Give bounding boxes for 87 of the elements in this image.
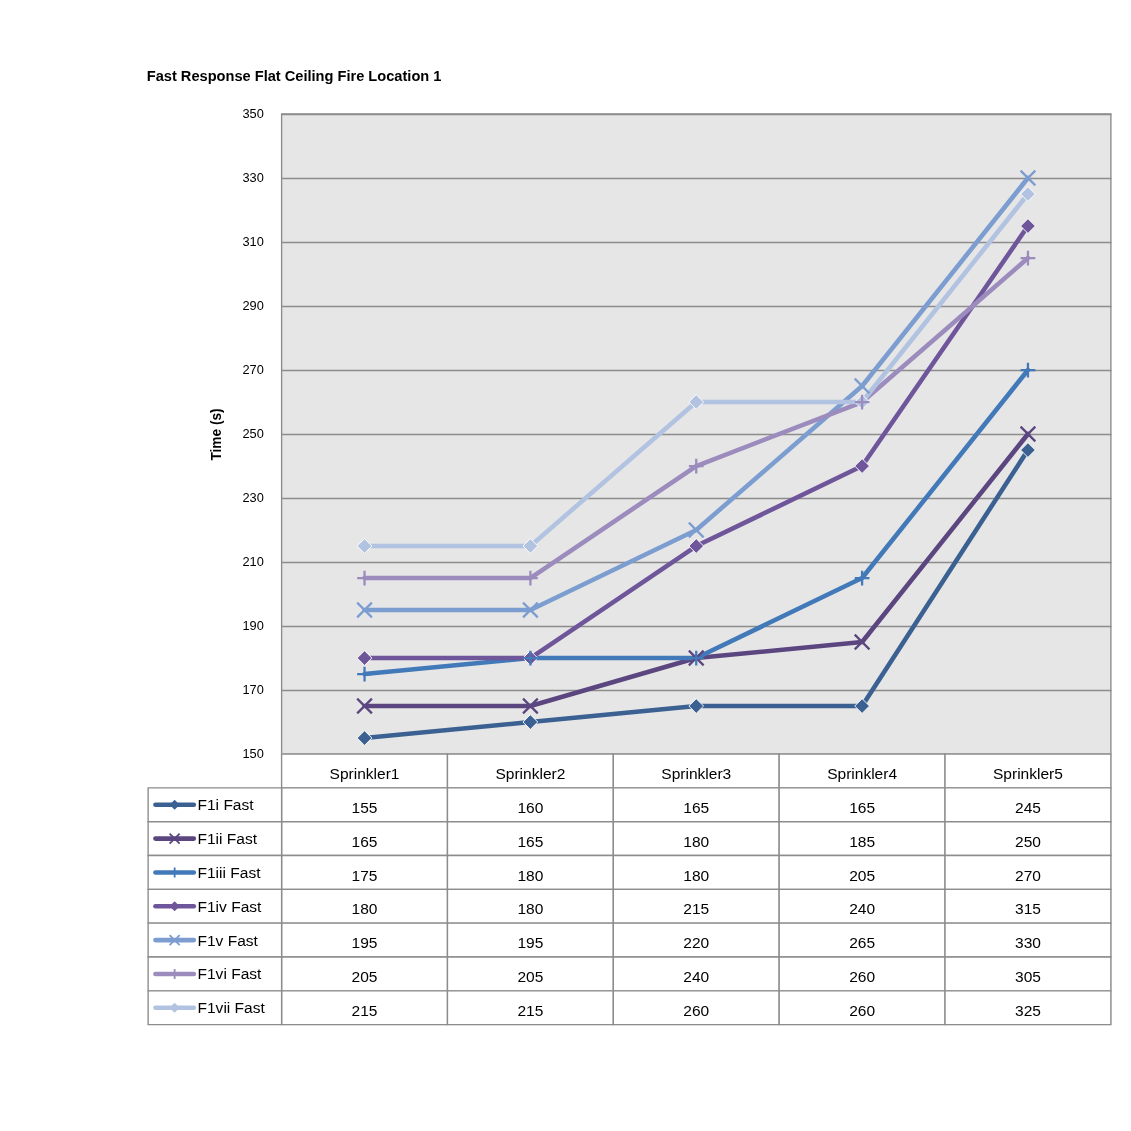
y-tick-label: 310	[242, 234, 264, 250]
data-label: 215	[517, 1001, 544, 1019]
data-label: 205	[517, 968, 544, 986]
point	[688, 394, 705, 410]
legend-label: F1vi Fast	[197, 965, 263, 983]
data-label: 240	[683, 968, 710, 986]
point	[688, 698, 705, 714]
data-label: 240	[849, 900, 876, 918]
data-label: 195	[517, 934, 544, 952]
y-tick-label: 290	[242, 298, 264, 314]
point	[1019, 361, 1037, 379]
point	[356, 697, 374, 715]
point	[356, 665, 374, 683]
point	[854, 698, 870, 714]
point	[687, 457, 705, 475]
point	[1019, 249, 1037, 267]
point	[1020, 218, 1036, 234]
data-label: 270	[1015, 866, 1042, 884]
x-tick-label: Sprinkler3	[661, 765, 732, 783]
point	[854, 458, 870, 474]
data-label: 165	[351, 832, 378, 850]
data-label: 160	[517, 799, 544, 817]
data-label: 305	[1015, 968, 1041, 986]
point	[1019, 425, 1037, 443]
data-label: 260	[849, 1001, 876, 1019]
data-label: 180	[683, 866, 710, 884]
data-label: 205	[351, 968, 378, 986]
data-label: 315	[1015, 900, 1041, 918]
chart-title: Fast Response Flat Ceiling Fire Location 1	[146, 68, 442, 85]
data-label: 155	[351, 799, 378, 817]
data-label: 180	[517, 900, 544, 918]
data-label: 165	[517, 832, 544, 850]
x-tick-label: Sprinkler4	[827, 765, 898, 783]
data-label: 330	[1015, 934, 1042, 952]
data-label: 215	[351, 1001, 378, 1019]
data-label: 195	[351, 934, 378, 952]
y-tick-label: 210	[242, 554, 264, 570]
x-tick-label: Sprinkler2	[495, 765, 566, 783]
point	[356, 730, 373, 746]
x-tick-label: Sprinkler5	[993, 765, 1063, 783]
legend-label: F1v Fast	[197, 931, 259, 949]
point	[687, 521, 705, 539]
data-label: 260	[683, 1001, 710, 1019]
y-tick-label: 350	[242, 106, 264, 122]
point	[522, 714, 539, 730]
data-label: 180	[683, 832, 710, 850]
data-label: 260	[849, 968, 876, 986]
data-label: 245	[1015, 799, 1041, 817]
y-axis-title: Time (s)	[209, 408, 225, 461]
legend-label: F1i Fast	[197, 796, 255, 814]
point	[522, 538, 539, 554]
data-label: 220	[683, 934, 710, 952]
point	[853, 377, 871, 395]
data-label: 165	[849, 799, 876, 817]
data-label: 250	[1015, 832, 1042, 850]
y-tick-label: 170	[242, 682, 264, 698]
data-label: 265	[849, 934, 876, 952]
y-tick-label: 250	[242, 426, 264, 442]
legend-label: F1vii Fast	[197, 999, 266, 1017]
point	[688, 538, 705, 554]
point	[853, 633, 871, 651]
data-label: 180	[517, 866, 544, 884]
y-tick-label: 230	[242, 490, 264, 506]
point	[521, 601, 539, 619]
point	[1020, 442, 1036, 458]
point	[853, 569, 871, 587]
point	[1019, 169, 1037, 187]
data-label: 325	[1015, 1001, 1041, 1019]
data-label: 165	[683, 799, 710, 817]
y-tick-label: 270	[242, 362, 264, 378]
point	[1020, 186, 1036, 202]
legend-label: F1iii Fast	[197, 863, 262, 881]
point	[521, 697, 539, 715]
point	[356, 601, 374, 619]
point	[356, 650, 373, 666]
data-label: 215	[683, 900, 710, 918]
point	[356, 538, 373, 554]
x-tick-label: Sprinkler1	[329, 765, 400, 783]
y-tick-label: 190	[242, 618, 264, 634]
data-label: 180	[351, 900, 378, 918]
legend-label: F1ii Fast	[197, 830, 258, 848]
legend-label: F1iv Fast	[197, 897, 263, 915]
data-label: 185	[849, 832, 876, 850]
y-tick-label: 150	[242, 746, 264, 762]
data-label: 205	[849, 866, 876, 884]
data-label: 175	[351, 866, 378, 884]
y-tick-label: 330	[242, 170, 264, 186]
